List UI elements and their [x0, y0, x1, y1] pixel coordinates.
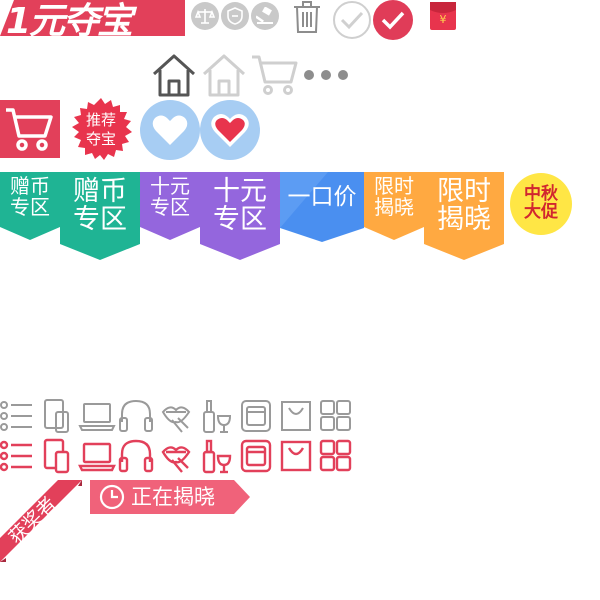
ribbon-text: 揭晓 [374, 195, 414, 219]
ribbon-coin-zone-small-label: 赠币 专区 [0, 176, 60, 218]
ribbon-text: 限时 [437, 176, 491, 207]
list-icon [0, 440, 32, 472]
more-dots-icon[interactable] [302, 68, 350, 82]
ribbon-text: 赠币 [10, 174, 50, 198]
revealing-tag-text: 正在揭晓 [131, 485, 215, 509]
ribbon-ten-yuan-large-label: 十元 专区 [200, 176, 280, 236]
ribbon-text: 专区 [73, 204, 127, 236]
mid-autumn-line1: 中秋 [524, 184, 558, 205]
ribbon-fixed-price-label: 一口价 [280, 185, 364, 209]
check-circle-red-icon[interactable] [373, 0, 413, 40]
ribbon-text: 十元 [213, 176, 267, 207]
ribbon-coin-zone-large[interactable] [60, 172, 140, 260]
clock-icon [99, 484, 125, 510]
ribbon-ten-yuan-large[interactable] [200, 172, 280, 260]
ribbon-text: 十元 [150, 174, 190, 198]
shopping-bag-icon [280, 440, 312, 472]
wine-icon [202, 439, 232, 474]
revealing-tag [90, 480, 250, 514]
logo: 1元夺宝 [0, 0, 185, 40]
ribbon-timed-reveal-small-label: 限时 揭晓 [364, 176, 424, 218]
trash-icon[interactable] [292, 0, 322, 34]
winner-corner-tag: 获奖者 [0, 480, 82, 562]
headphones-icon [119, 399, 153, 432]
ribbon-timed-reveal-large[interactable] [424, 172, 504, 260]
shopping-bag-icon [281, 401, 311, 431]
shield-icon [221, 2, 249, 30]
cart-icon [6, 108, 53, 151]
logo-text: 1元夺宝 [6, 1, 138, 40]
ribbon-text: 专区 [150, 195, 190, 219]
ribbon-coin-zone-large-label: 赠币 专区 [60, 176, 140, 236]
recommend-line2: 夺宝 [85, 130, 116, 148]
appliance-icon [240, 439, 272, 473]
ribbon-ten-yuan-small-label: 十元 专区 [140, 176, 200, 218]
ribbon-text: 专区 [10, 195, 50, 219]
cart-tile[interactable] [0, 100, 60, 158]
recommend-line1: 推荐 [85, 111, 116, 129]
mid-autumn-line2: 大促 [524, 202, 558, 222]
grid-icon [319, 439, 352, 472]
home-outline-dark-icon[interactable] [151, 52, 197, 98]
category-icons-gray [0, 399, 351, 433]
appliance-icon [241, 400, 271, 432]
heart-outline-icon [152, 115, 188, 145]
scale-icon [191, 2, 219, 30]
wine-icon [203, 400, 232, 433]
phone-tablet-icon [43, 438, 70, 474]
lips-icon [161, 406, 191, 433]
ribbon-text: 专区 [213, 204, 267, 236]
mid-autumn-badge: 中秋 大促 [510, 173, 572, 235]
ribbon-text: 赠币 [73, 176, 127, 207]
category-icons-red [0, 438, 352, 474]
heart-outline-button[interactable] [140, 100, 200, 160]
ribbon-text: 限时 [374, 174, 414, 198]
heart-filled-button[interactable] [200, 100, 260, 160]
red-envelope-symbol: ¥ [440, 13, 447, 26]
ribbon-text: 揭晓 [437, 204, 491, 236]
cart-outline-light-icon[interactable] [250, 53, 298, 97]
grid-icon [320, 400, 351, 431]
gavel-icon [251, 2, 279, 30]
check-circle-gray-icon[interactable] [333, 1, 371, 39]
ribbon-coin-zone-small[interactable] [0, 172, 60, 240]
heart-filled-icon [211, 114, 249, 147]
recommend-badge: 推荐 夺宝 [70, 98, 132, 160]
headphones-icon [118, 439, 154, 473]
lips-icon [161, 446, 191, 473]
ribbon-timed-reveal-large-label: 限时 揭晓 [424, 176, 504, 236]
ribbon-ten-yuan-small[interactable] [140, 172, 200, 240]
laptop-icon [78, 442, 116, 472]
ribbon-text: 一口价 [287, 184, 357, 210]
laptop-icon [78, 403, 116, 431]
winner-tag-text: 获奖者 [5, 493, 61, 549]
phone-tablet-icon [44, 399, 69, 433]
red-envelope-icon: ¥ [430, 2, 456, 30]
ribbon-timed-reveal-small[interactable] [364, 172, 424, 240]
home-outline-light-icon[interactable] [201, 52, 247, 98]
ribbon-fixed-price[interactable] [280, 172, 364, 242]
list-icon [0, 401, 32, 431]
